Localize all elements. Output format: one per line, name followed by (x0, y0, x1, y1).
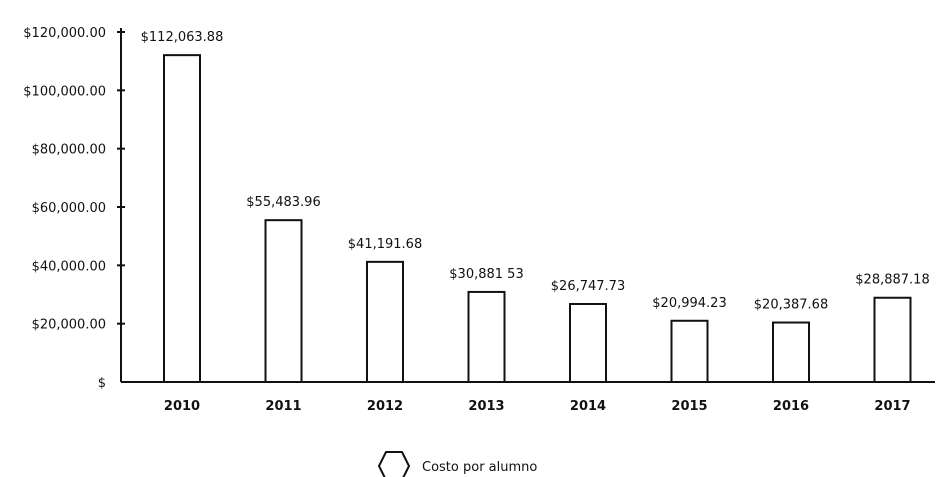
bar (264, 219, 303, 383)
bar (163, 54, 201, 384)
bar (467, 290, 506, 383)
data-labels: $112,063.88 $55,483.96 $41,191.68 $30,881 5… (141, 30, 930, 312)
y-tick-label: $40,000.00 (32, 259, 106, 274)
x-axis-tick-labels: 2010 2011 2012 2013 2014 2015 2016 2017 (164, 399, 911, 414)
x-tick-label: 2010 (164, 399, 200, 414)
x-tick-label: 2013 (468, 399, 504, 414)
legend: Costo por alumno (377, 451, 537, 477)
y-tick-label: $100,000.00 (23, 84, 106, 99)
x-tick-label: 2017 (874, 399, 910, 414)
legend-swatch-hexagon-icon (377, 451, 411, 477)
data-label: $20,994.23 (652, 296, 726, 311)
x-tick-label: 2011 (265, 399, 301, 414)
y-tick-label: $ (98, 376, 106, 391)
bar (873, 296, 912, 383)
bar (772, 321, 810, 383)
bar (366, 260, 404, 384)
data-label: $55,483.96 (246, 195, 320, 210)
data-label: $28,887.18 (855, 273, 929, 288)
data-label: $20,387.68 (754, 298, 828, 313)
y-tick-label: $120,000.00 (23, 26, 106, 41)
legend-label: Costo por alumno (422, 460, 537, 475)
data-label: $41,191.68 (348, 237, 422, 252)
x-tick-label: 2014 (570, 399, 606, 414)
bars (163, 54, 912, 384)
bar (670, 319, 709, 383)
y-axis-ticks: $ $20,000.00 $40,000.00 $60,000.00 $80,000.0… (23, 26, 125, 391)
bar (569, 302, 607, 383)
y-tick-label: $80,000.00 (32, 143, 106, 158)
x-tick-label: 2016 (773, 399, 809, 414)
y-tick-label: $20,000.00 (32, 318, 106, 333)
y-tick-label: $60,000.00 (32, 201, 106, 216)
data-label: $30,881 53 (449, 267, 523, 282)
x-tick-label: 2012 (367, 399, 403, 414)
x-tick-label: 2015 (671, 399, 707, 414)
data-label: $26,747.73 (551, 279, 625, 294)
data-label: $112,063.88 (141, 30, 224, 45)
